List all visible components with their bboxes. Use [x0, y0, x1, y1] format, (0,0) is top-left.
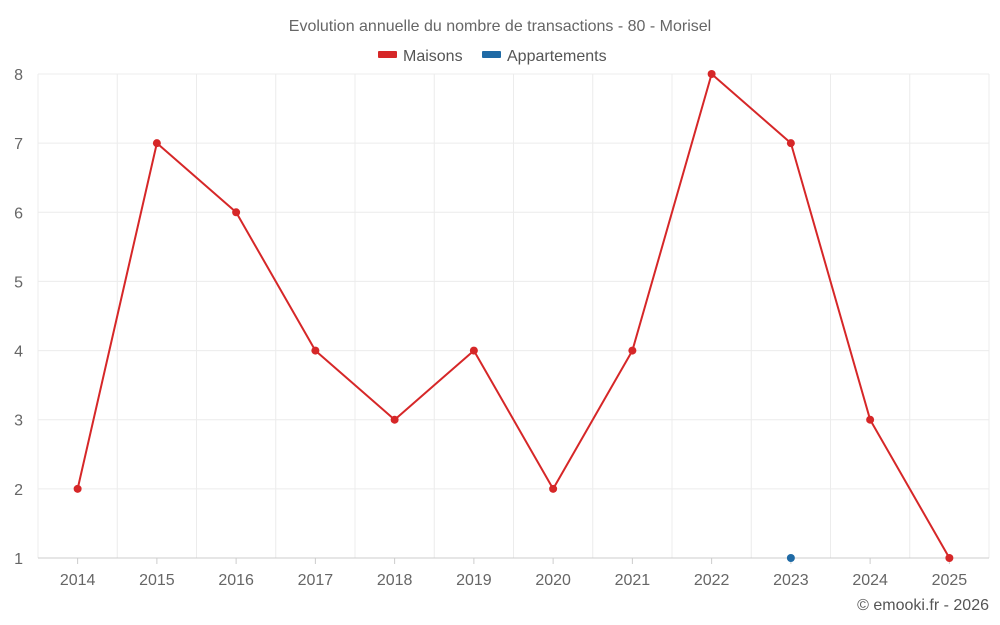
y-tick-label: 6 — [14, 205, 23, 222]
data-point-maisons[interactable] — [469, 346, 478, 355]
y-tick-label: 4 — [14, 344, 23, 361]
x-tick-label: 2024 — [852, 572, 888, 589]
x-tick-label: 2025 — [932, 572, 968, 589]
x-tick-label: 2014 — [60, 572, 96, 589]
x-tick-label: 2021 — [615, 572, 651, 589]
axes: 1 2 3 4 5 6 7 8 2014 2015 2016 2017 2018 2019 2020 2021… — [14, 67, 989, 589]
data-point-maisons[interactable] — [707, 70, 716, 78]
y-tick-label: 3 — [14, 413, 23, 430]
chart-title: Evolution annuelle du nombre de transact… — [289, 18, 711, 35]
y-tick-label: 2 — [14, 482, 23, 499]
series — [73, 70, 954, 562]
x-tick-label: 2017 — [298, 572, 334, 589]
x-tick-label: 2018 — [377, 572, 413, 589]
data-point-maisons[interactable] — [786, 139, 795, 148]
data-point-maisons[interactable] — [232, 208, 241, 217]
legend[interactable]: Maisons Appartements — [378, 48, 607, 65]
data-point-maisons[interactable] — [866, 415, 875, 424]
data-point-appartements[interactable] — [786, 554, 795, 562]
grid — [37, 73, 990, 558]
x-tick-label: 2020 — [535, 572, 571, 589]
data-point-maisons[interactable] — [628, 346, 637, 355]
x-tick-label: 2023 — [773, 572, 809, 589]
legend-swatch-maisons[interactable] — [378, 51, 397, 58]
x-tick-label: 2016 — [218, 572, 254, 589]
data-point-maisons[interactable] — [311, 346, 320, 355]
legend-label-appartements[interactable]: Appartements — [507, 48, 607, 65]
x-tick-label: 2022 — [694, 572, 730, 589]
y-tick-label: 5 — [14, 274, 23, 291]
x-tick-label: 2015 — [139, 572, 175, 589]
data-point-maisons[interactable] — [945, 554, 954, 562]
data-point-maisons[interactable] — [152, 139, 161, 148]
data-point-maisons[interactable] — [549, 484, 558, 493]
credit-text: © emooki.fr - 2026 — [857, 597, 989, 614]
y-tick-label: 1 — [14, 551, 23, 568]
legend-label-maisons[interactable]: Maisons — [403, 48, 463, 65]
data-point-maisons[interactable] — [390, 415, 399, 424]
data-point-maisons[interactable] — [73, 484, 82, 493]
x-tick-label: 2019 — [456, 572, 492, 589]
series-line-maisons — [76, 73, 951, 559]
y-tick-label: 7 — [14, 136, 23, 153]
y-tick-label: 8 — [14, 67, 23, 84]
legend-swatch-appartements[interactable] — [482, 51, 501, 58]
